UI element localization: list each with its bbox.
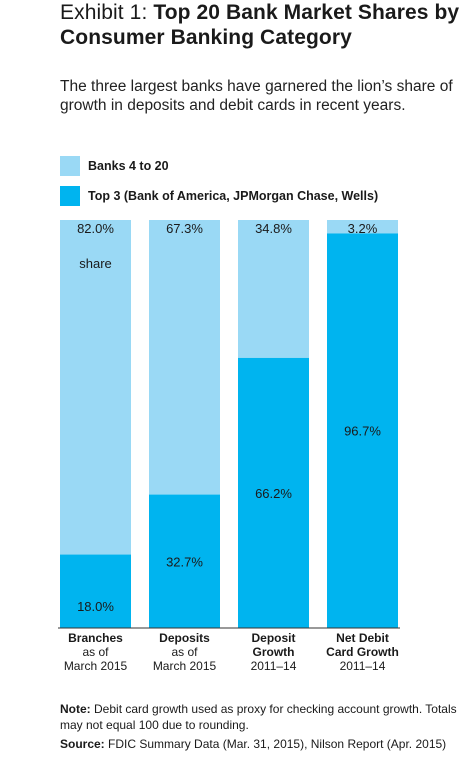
category-label-2-line-3: March 2015 xyxy=(153,659,217,673)
chart-subtitle: The three largest banks have garnered th… xyxy=(60,78,453,114)
data-label-banks-4-20-1: 82.0% xyxy=(77,221,114,236)
data-label-share-note: share xyxy=(79,256,112,271)
bar-banks-4-20-2 xyxy=(149,220,220,495)
data-label-banks-4-20-2: 67.3% xyxy=(166,221,203,236)
legend-item-banks-4-20: Banks 4 to 20 xyxy=(60,155,169,177)
category-label-4-line-2: Card Growth xyxy=(326,645,399,659)
exhibit-label: Exhibit 1: xyxy=(60,1,148,24)
legend-label-banks-4-20: Banks 4 to 20 xyxy=(88,159,169,173)
bar-top-3-1 xyxy=(60,554,131,628)
category-label-4-line-1: Net Debit xyxy=(336,631,389,645)
category-label-1-line-1: Branches xyxy=(68,631,123,645)
bar-banks-4-20-4 xyxy=(327,220,398,234)
source-label: Source: xyxy=(60,737,105,751)
legend-swatch-top-3 xyxy=(60,186,80,206)
category-label-3-line-3: 2011–14 xyxy=(251,659,297,673)
data-label-banks-4-20-4: 3.2% xyxy=(348,221,378,236)
bar-top-3-2 xyxy=(149,494,220,628)
category-label-4-line-3: 2011–14 xyxy=(340,659,386,673)
bar-banks-4-20-3 xyxy=(238,220,309,358)
category-label-1-line-2: as of xyxy=(82,645,109,659)
chart-note: Note: Debit card growth used as proxy fo… xyxy=(60,701,460,733)
data-label-top-3-3: 66.2% xyxy=(255,486,292,501)
legend-swatch-banks-4-20 xyxy=(60,156,80,176)
data-label-banks-4-20-3: 34.8% xyxy=(255,221,292,236)
chart-source: Source: FDIC Summary Data (Mar. 31, 2015… xyxy=(60,736,460,752)
legend-label-top-3: Top 3 (Bank of America, JPMorgan Chase, … xyxy=(88,189,379,203)
title-text: Top 20 Bank Market Shares by Consumer Ba… xyxy=(60,1,460,49)
data-label-top-3-2: 32.7% xyxy=(166,554,203,569)
data-label-top-3-1: 18.0% xyxy=(77,599,114,614)
category-label-2-line-2: as of xyxy=(171,645,198,659)
chart-title: Exhibit 1: Top 20 Bank Market Shares by … xyxy=(60,0,460,50)
category-label-2-line-1: Deposits xyxy=(159,631,210,645)
bar-top-3-3 xyxy=(238,357,309,628)
category-label-3-line-1: Deposit xyxy=(251,631,295,645)
source-text: FDIC Summary Data (Mar. 31, 2015), Nilso… xyxy=(108,737,447,751)
bar-top-3-4 xyxy=(327,233,398,629)
category-label-3-line-2: Growth xyxy=(253,645,295,659)
legend-item-top-3: Top 3 (Bank of America, JPMorgan Chase, … xyxy=(60,185,378,207)
category-label-1-line-3: March 2015 xyxy=(64,659,128,673)
note-label: Note: xyxy=(60,702,91,716)
bar-banks-4-20-1 xyxy=(60,220,131,555)
note-text: Debit card growth used as proxy for chec… xyxy=(60,702,457,732)
data-label-top-3-4: 96.7% xyxy=(344,424,381,439)
